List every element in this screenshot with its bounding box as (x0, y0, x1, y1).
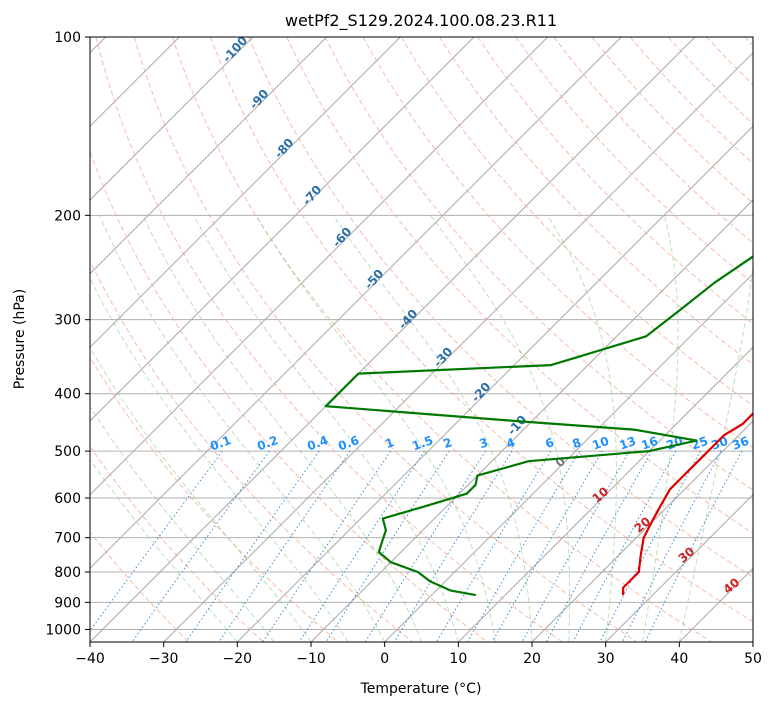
y-tick-label: 800 (54, 565, 81, 581)
x-tick-label: 10 (449, 651, 467, 667)
y-tick-label: 700 (54, 531, 81, 547)
x-tick-label: −30 (149, 651, 179, 667)
x-axis-label: Temperature (°C) (360, 681, 482, 697)
y-axis-label: Pressure (hPa) (12, 289, 28, 389)
y-tick-label: 500 (54, 444, 81, 460)
x-tick-label: −20 (223, 651, 253, 667)
y-tick-label: 900 (54, 595, 81, 611)
x-tick-label: 30 (597, 651, 615, 667)
x-tick-label: 0 (380, 651, 389, 667)
x-tick-label: −10 (296, 651, 326, 667)
x-tick-label: 40 (670, 651, 688, 667)
chart-title: wetPf2_S129.2024.100.08.23.R11 (285, 11, 557, 31)
y-tick-label: 400 (54, 387, 81, 403)
y-tick-label: 300 (54, 313, 81, 329)
y-tick-label: 200 (54, 208, 81, 224)
x-tick-label: 20 (523, 651, 541, 667)
y-tick-label: 600 (54, 491, 81, 507)
y-tick-label: 1000 (45, 622, 81, 638)
x-tick-label: −40 (75, 651, 105, 667)
y-tick-label: 100 (54, 30, 81, 46)
x-tick-label: 50 (744, 651, 762, 667)
